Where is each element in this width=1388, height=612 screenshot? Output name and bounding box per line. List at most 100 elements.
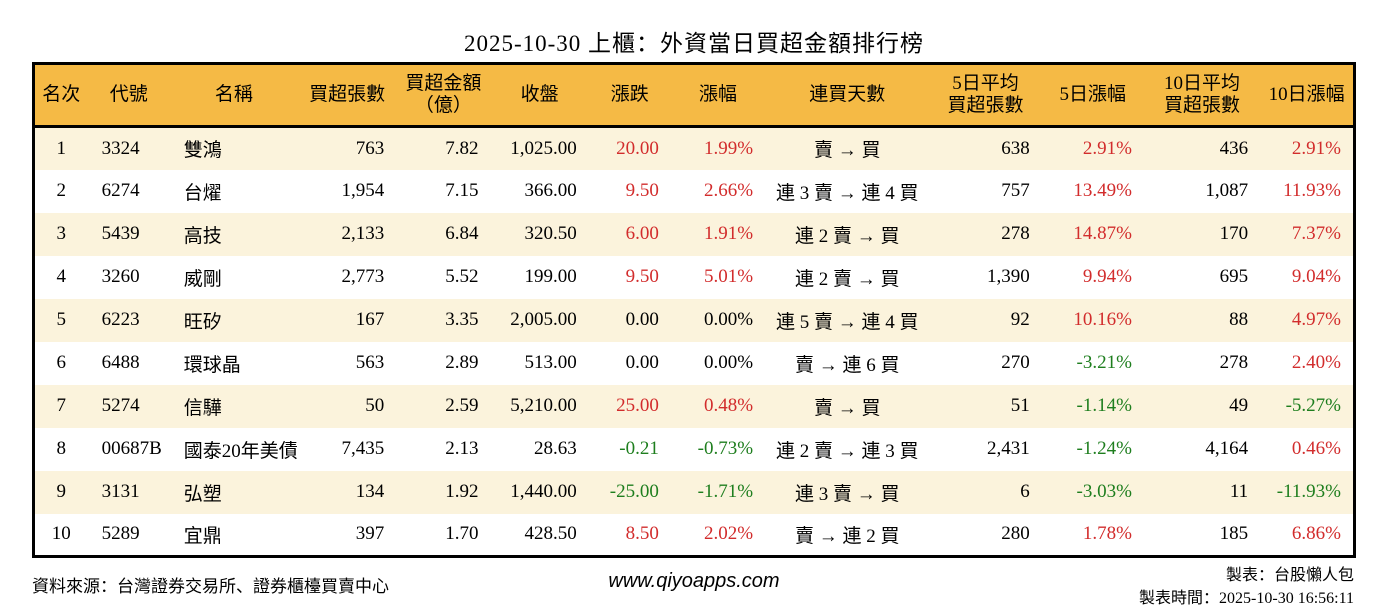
price-change-cell: 9.50 (625, 266, 659, 287)
column-header-streak: 連買天數 (765, 63, 930, 128)
website-text: www.qiyoapps.com (608, 570, 780, 592)
close-price-cell: 428.50 (524, 523, 577, 545)
column-header-pct10: 10日漲幅 (1260, 63, 1355, 128)
pct10-cell: -5.27% (1285, 395, 1341, 416)
buy-volume-cell: 397 (355, 523, 385, 545)
stock-name-cell: 信驊 (183, 397, 222, 419)
avg5-volume-cell: 280 (1001, 523, 1030, 545)
stock-name-cell: 環球晶 (183, 354, 241, 376)
pct5-cell: 9.94% (1082, 266, 1132, 287)
stock-name-cell: 威剛 (183, 268, 222, 290)
rank-cell: 8 (56, 438, 67, 459)
buy-volume-cell: 167 (355, 309, 385, 330)
close-price-cell: 1,025.00 (510, 137, 577, 159)
change-percent-cell: 0.00% (704, 352, 754, 373)
stock-name-cell: 弘塑 (183, 483, 222, 505)
buy-amount-cell: 7.82 (445, 137, 479, 159)
close-price-cell: 320.50 (524, 223, 577, 244)
column-header-name: 名稱 (169, 63, 299, 128)
avg5-volume-cell: 278 (1001, 223, 1030, 244)
buy-volume-cell: 7,435 (341, 438, 385, 459)
table-row: 3 5439 高技 2,133 6.84 320.50 6.00 1.91% 連 2 賣 → 買… (33, 212, 1355, 256)
buy-volume-cell: 2,133 (341, 223, 385, 244)
rank-cell: 1 (56, 137, 67, 159)
rank-cell: 5 (56, 309, 67, 330)
pct5-cell: 14.87% (1073, 223, 1132, 244)
buy-streak-cell: 連 2 賣 → 連 3 買 (776, 440, 919, 462)
buy-streak-cell: 賣 → 連 6 買 (795, 354, 900, 376)
change-percent-cell: 0.00% (704, 309, 754, 330)
avg5-volume-cell: 638 (1001, 137, 1030, 159)
close-price-cell: 366.00 (524, 180, 577, 201)
page-title: 2025-10-30 上櫃：外資當日買超金額排行榜 (463, 31, 925, 56)
column-header-change_pct: 漲幅 (670, 63, 766, 128)
rank-cell: 7 (56, 395, 67, 416)
change-percent-cell: -0.73% (697, 438, 754, 459)
buy-streak-cell: 賣 → 買 (814, 140, 881, 162)
data-source-note: 資料來源：台灣證券交易所、證券櫃檯買賣中心 (32, 577, 389, 596)
change-percent-cell: 1.99% (704, 137, 754, 159)
avg10-volume-cell: 11 (1229, 481, 1249, 502)
avg5-volume-cell: 6 (1020, 481, 1030, 502)
avg5-volume-cell: 270 (1001, 352, 1030, 373)
column-header-avg10: 10日平均 買超張數 (1143, 63, 1261, 128)
column-header-amount: 買超金額 （億） (396, 63, 491, 128)
buy-amount-cell: 1.92 (445, 481, 479, 502)
buy-streak-cell: 賣 → 連 2 買 (795, 525, 900, 547)
price-change-cell: -25.00 (609, 481, 659, 502)
made-time-text: 製表時間：2025-10-30 16:56:11 (1139, 590, 1354, 608)
table-row: 8 00687B 國泰20年美債 7,435 2.13 28.63 -0.21 -0.73% 連… (33, 427, 1355, 471)
pct5-cell: 1.78% (1082, 523, 1132, 545)
column-header-pct5: 5日漲幅 (1041, 63, 1144, 128)
column-header-avg5: 5日平均 買超張數 (929, 63, 1042, 128)
avg10-volume-cell: 49 (1229, 395, 1249, 416)
buy-amount-cell: 6.84 (445, 223, 479, 244)
buy-amount-cell: 2.13 (445, 438, 479, 459)
stock-name-cell: 宜鼎 (183, 525, 222, 547)
stock-name-cell: 雙鴻 (183, 140, 222, 162)
pct5-cell: -1.24% (1076, 438, 1132, 459)
price-change-cell: 6.00 (625, 223, 659, 244)
table-row: 5 6223 旺矽 167 3.35 2,005.00 0.00 0.00% 連 5 賣 → 連… (33, 298, 1355, 342)
stock-name-cell: 旺矽 (183, 311, 222, 333)
column-header-close: 收盤 (490, 63, 589, 128)
stock-name-cell: 高技 (183, 225, 222, 247)
avg10-volume-cell: 436 (1219, 137, 1249, 159)
pct10-cell: -11.93% (1276, 481, 1341, 502)
credit-block: 製表：台股懶人包 製表時間：2025-10-30 16:56:11 (1139, 564, 1354, 610)
table-body: 1 3324 雙鴻 763 7.82 1,025.00 20.00 1.99% 賣 → 買 638… (33, 126, 1355, 557)
buy-streak-cell: 連 3 賣 → 買 (795, 483, 900, 505)
buy-amount-cell: 2.59 (445, 395, 479, 416)
table-row: 9 3131 弘塑 134 1.92 1,440.00 -25.00 -1.71% 連 3 賣 … (33, 470, 1355, 514)
code-cell: 3131 (101, 481, 140, 502)
avg10-volume-cell: 4,164 (1205, 438, 1249, 459)
code-cell: 6488 (101, 352, 140, 373)
close-price-cell: 28.63 (533, 438, 577, 459)
buy-volume-cell: 563 (355, 352, 385, 373)
price-change-cell: 9.50 (625, 180, 659, 201)
pct5-cell: 10.16% (1073, 309, 1132, 330)
buy-amount-cell: 1.70 (445, 523, 479, 545)
code-cell: 5289 (101, 523, 140, 545)
close-price-cell: 5,210.00 (510, 395, 577, 416)
table-row: 10 5289 宜鼎 397 1.70 428.50 8.50 2.02% 賣 → 連 2 買 2… (33, 513, 1355, 557)
avg10-volume-cell: 1,087 (1205, 180, 1249, 201)
buy-volume-cell: 134 (355, 481, 385, 502)
pct10-cell: 4.97% (1291, 309, 1341, 330)
buy-volume-cell: 1,954 (341, 180, 385, 201)
buy-streak-cell: 賣 → 買 (814, 397, 881, 419)
buy-amount-cell: 7.15 (445, 180, 479, 201)
price-change-cell: 0.00 (625, 309, 659, 330)
change-percent-cell: 2.02% (704, 523, 754, 545)
rank-cell: 10 (51, 523, 71, 545)
code-cell: 5274 (101, 395, 140, 416)
price-change-cell: 0.00 (625, 352, 659, 373)
pct10-cell: 7.37% (1291, 223, 1341, 244)
change-percent-cell: 5.01% (704, 266, 754, 287)
table-header-row: 名次 代號 名稱 買超張數 買超金額 （億） 收盤 漲跌 漲幅 連買天數 5日平均 買超張數 5日漲… (33, 63, 1355, 128)
price-change-cell: 20.00 (616, 137, 659, 159)
rank-cell: 9 (56, 481, 67, 502)
pct5-cell: 13.49% (1073, 180, 1132, 201)
code-cell: 6274 (101, 180, 140, 201)
buy-amount-cell: 2.89 (445, 352, 479, 373)
